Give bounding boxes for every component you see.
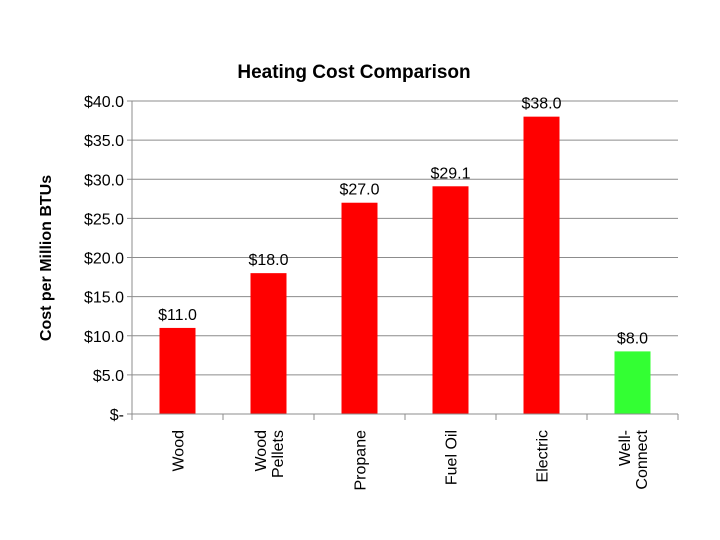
- data-label: $27.0: [339, 182, 379, 199]
- category-label: Electric: [535, 430, 552, 482]
- bar: [614, 351, 651, 414]
- data-label: $11.0: [158, 307, 197, 324]
- category-label: Wood: [171, 430, 188, 472]
- y-tick-label: $30.0: [84, 172, 124, 189]
- category-labels: Wood WoodPellets Propane Fuel Oil Electric We…: [171, 429, 652, 490]
- y-tick-label: $15.0: [84, 290, 124, 307]
- category-label: Propane: [353, 430, 370, 491]
- data-labels: $11.0 $18.0 $27.0 $29.1 $38.0 $8.0: [158, 96, 648, 348]
- y-axis-ticks: $- $5.0 $10.0 $15.0 $20.0 $25.0 $30.0 $35.0 $40.…: [84, 94, 132, 424]
- gridlines: [132, 100, 678, 376]
- y-tick-label: $25.0: [84, 211, 124, 228]
- category-label-line: Wood: [171, 430, 188, 472]
- category-label-line: Connect: [634, 429, 651, 489]
- category-label-line: Fuel Oil: [444, 430, 461, 485]
- axes: [131, 101, 679, 420]
- data-label: $38.0: [521, 96, 561, 113]
- category-label: Fuel Oil: [444, 430, 461, 485]
- chart-title: Heating Cost Comparison: [237, 62, 470, 83]
- category-label-line: Electric: [535, 430, 552, 482]
- category-label: Well-Connect: [617, 429, 651, 489]
- y-tick-label: $5.0: [93, 368, 124, 385]
- bar: [159, 327, 196, 414]
- category-label-line: Propane: [353, 430, 370, 491]
- y-tick-label: $10.0: [84, 329, 124, 346]
- bar: [523, 116, 560, 415]
- y-tick-label: $40.0: [84, 94, 124, 111]
- bar: [250, 273, 287, 414]
- data-label: $29.1: [430, 165, 470, 182]
- bars: [159, 116, 651, 415]
- bar: [341, 202, 378, 414]
- category-label-line: Wood: [253, 430, 270, 472]
- bar: [432, 186, 469, 414]
- y-tick-label: $20.0: [84, 251, 124, 268]
- y-axis-label: Cost per Million BTUs: [38, 175, 55, 341]
- y-tick-label: $35.0: [84, 133, 124, 150]
- category-label-line: Pellets: [270, 430, 287, 478]
- category-label: WoodPellets: [253, 430, 287, 478]
- data-label: $18.0: [248, 252, 288, 269]
- y-tick-label: $-: [110, 407, 124, 424]
- data-label: $8.0: [617, 330, 648, 347]
- category-label-line: Well-: [617, 430, 634, 466]
